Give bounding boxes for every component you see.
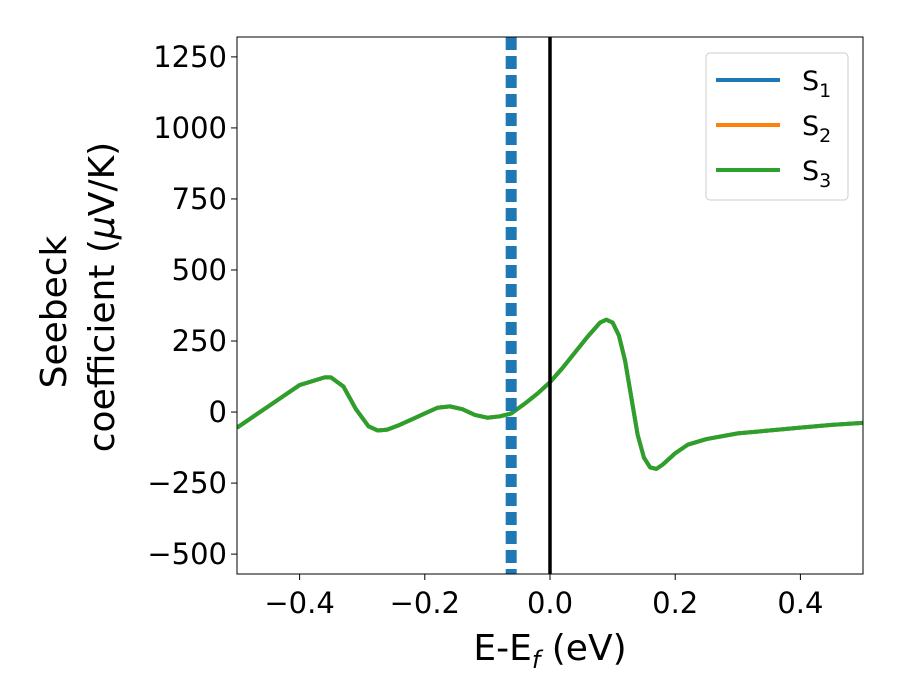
y-tick-label: 1000	[153, 111, 227, 145]
legend: S1 S2 S3	[705, 52, 849, 201]
vertical-lines	[505, 37, 552, 574]
y-tick-label: 0	[209, 395, 227, 429]
x-tick-label: 0.2	[652, 586, 698, 620]
y-axis-label-line2: coefficient (μV/K)	[82, 142, 123, 452]
legend-label-3: S3	[802, 156, 831, 192]
x-axis-label: E-Ef (eV)	[473, 628, 626, 674]
y-tick-label: −250	[147, 466, 227, 500]
x-tick-label: −0.2	[390, 586, 460, 620]
x-tick-label: 0.0	[527, 586, 573, 620]
x-tick-label: 0.4	[777, 586, 823, 620]
y-tick-label: 750	[172, 182, 227, 216]
y-tick-label: 1250	[153, 40, 227, 74]
legend-label-1: S1	[802, 66, 831, 102]
y-axis-ticks: −500 −250 0 250 500 750 1000 1250	[147, 40, 237, 571]
y-tick-label: −500	[147, 537, 227, 571]
y-tick-label: 250	[172, 324, 227, 358]
legend-label-2: S2	[802, 111, 831, 147]
y-axis-label: Seebeck coefficient (μV/K)	[34, 142, 123, 452]
x-tick-label: −0.4	[264, 586, 334, 620]
y-axis-label-line1: Seebeck	[34, 235, 75, 388]
y-tick-label: 500	[172, 253, 227, 287]
x-axis-ticks: −0.4 −0.2 0.0 0.2 0.4	[264, 574, 823, 620]
